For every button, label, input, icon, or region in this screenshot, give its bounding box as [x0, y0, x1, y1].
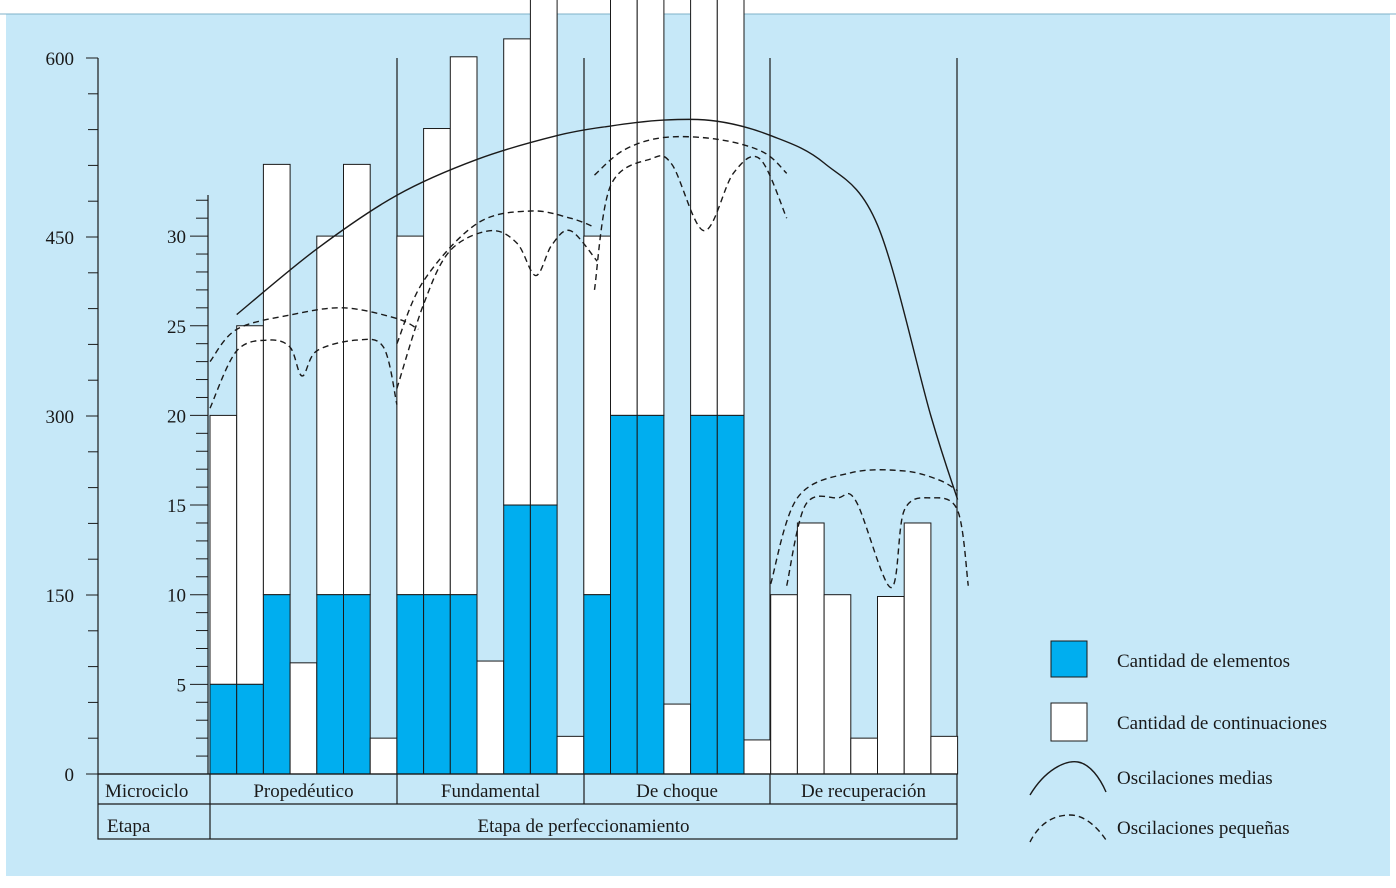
legend-swatch-elementos	[1050, 640, 1088, 678]
bar-elementos	[236, 683, 264, 775]
bar-elementos	[316, 594, 344, 775]
bar-continuaciones	[529, 0, 558, 506]
oscilaciones-medias-line	[236, 118, 959, 500]
stage-label: Etapa de perfeccionamiento	[477, 816, 689, 837]
bar-continuaciones	[289, 662, 318, 775]
bar-continuaciones	[850, 737, 878, 775]
bar-elementos	[529, 504, 558, 775]
oscilaciones-pequenas-line	[209, 338, 398, 409]
bar-continuaciones	[369, 737, 398, 775]
legend-label: Oscilaciones medias	[1117, 768, 1273, 789]
bar-elementos	[209, 683, 238, 775]
oscilaciones-pequenas-line	[209, 307, 419, 363]
microcycle-label: Propedéutico	[253, 781, 353, 802]
bar-elementos	[610, 414, 638, 775]
bar-continuaciones	[423, 128, 451, 596]
bar-continuaciones	[636, 0, 665, 416]
bar-continuaciones	[449, 56, 478, 596]
bar-elementos	[716, 414, 745, 775]
bar-continuaciones	[236, 325, 264, 685]
inner-tick-label: 10	[167, 586, 186, 607]
bar-continuaciones	[770, 594, 798, 775]
table-header-microciclo: Microciclo	[105, 781, 188, 802]
inner-tick-label: 30	[167, 227, 186, 248]
inner-tick-label: 15	[167, 496, 186, 517]
bar-elementos	[262, 594, 291, 775]
microcycle-label: De choque	[636, 781, 718, 802]
oscilaciones-pequenas-line	[770, 469, 958, 585]
oscilaciones-pequenas-line	[396, 210, 595, 344]
oscilaciones-pequenas-line	[593, 155, 788, 290]
bar-continuaciones	[930, 735, 959, 775]
bar-continuaciones	[262, 163, 291, 596]
bar-elementos	[423, 594, 451, 775]
outer-tick-label: 300	[46, 407, 75, 428]
bar-continuaciones	[343, 163, 371, 596]
bar-elementos	[636, 414, 665, 775]
oscilaciones-pequenas-line	[396, 229, 598, 389]
legend-swatch-pequenas	[1029, 814, 1107, 843]
inner-tick-label: 5	[177, 675, 187, 696]
bar-elementos	[583, 594, 611, 775]
bar-elementos	[449, 594, 478, 775]
table-frame	[97, 773, 958, 840]
bar-continuaciones	[396, 235, 425, 596]
table-header-etapa: Etapa	[107, 816, 151, 837]
legend-swatch-medias	[1029, 761, 1107, 796]
bar-continuaciones	[503, 38, 531, 506]
bar-continuaciones	[610, 0, 638, 416]
bar-continuaciones	[716, 0, 745, 416]
legend-label: Cantidad de continuaciones	[1117, 713, 1327, 734]
bar-elementos	[690, 414, 718, 775]
bar-continuaciones	[796, 522, 825, 775]
legend-label: Cantidad de elementos	[1117, 651, 1290, 672]
bar-elementos	[396, 594, 425, 775]
bar-elementos	[343, 594, 371, 775]
oscilaciones-pequenas-line	[786, 492, 969, 589]
outer-tick-label: 600	[46, 49, 75, 70]
microcycle-label: Fundamental	[441, 781, 540, 802]
bar-continuaciones	[903, 522, 932, 775]
bar-continuaciones	[209, 414, 238, 685]
microcycle-label: De recuperación	[801, 781, 927, 802]
oscilaciones-pequenas-line	[594, 135, 788, 176]
bar-continuaciones	[743, 739, 772, 775]
bar-continuaciones	[877, 595, 905, 775]
inner-tick-label: 20	[167, 406, 186, 427]
bar-continuaciones	[556, 735, 585, 775]
bar-continuaciones	[690, 0, 718, 416]
bar-continuaciones	[476, 660, 505, 775]
bar-continuaciones	[663, 703, 692, 775]
bar-elementos	[503, 504, 531, 775]
inner-tick-label: 25	[167, 317, 186, 338]
bar-continuaciones	[823, 594, 852, 775]
bar-continuaciones	[316, 235, 344, 596]
legend-label: Oscilaciones pequeñas	[1117, 818, 1290, 839]
outer-tick-label: 0	[65, 765, 75, 786]
legend-swatch-continuaciones	[1050, 702, 1088, 742]
outer-tick-label: 450	[46, 228, 75, 249]
bar-continuaciones	[583, 235, 611, 596]
outer-tick-label: 150	[46, 586, 75, 607]
